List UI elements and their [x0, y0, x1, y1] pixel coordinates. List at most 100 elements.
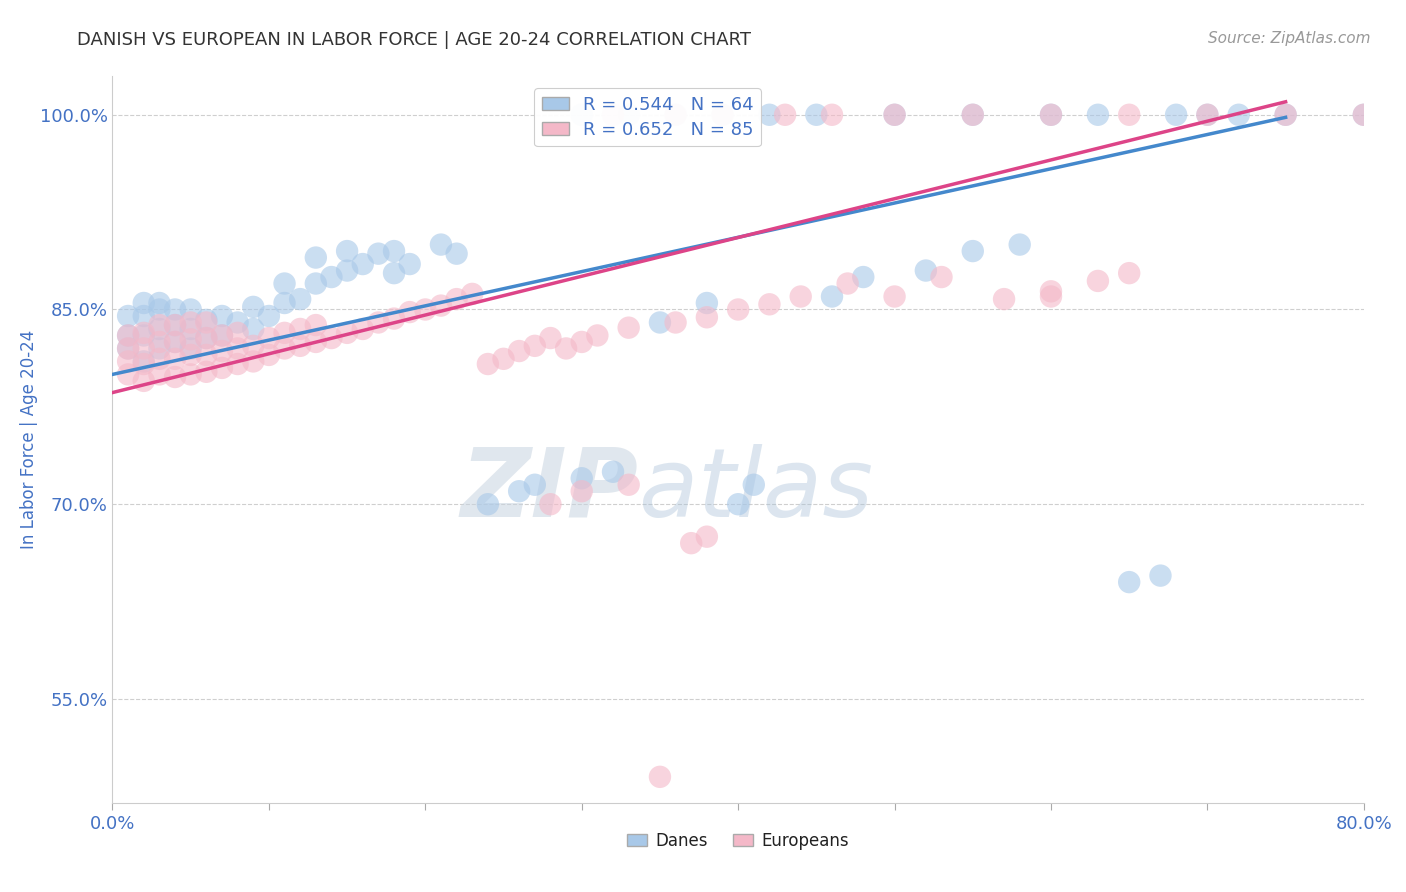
Point: [305, 318, 328, 332]
Point: [883, 108, 905, 122]
Point: [1039, 108, 1063, 122]
Point: [931, 270, 953, 285]
Point: [446, 246, 468, 260]
Point: [242, 322, 264, 336]
Point: [132, 374, 155, 388]
Point: [696, 310, 718, 325]
Point: [242, 354, 264, 368]
Point: [180, 348, 202, 362]
Point: [962, 108, 984, 122]
Point: [1118, 266, 1140, 280]
Point: [117, 328, 139, 343]
Point: [273, 296, 295, 310]
Point: [163, 318, 186, 332]
Point: [163, 302, 186, 317]
Legend: Danes, Europeans: Danes, Europeans: [620, 825, 856, 856]
Point: [367, 316, 389, 330]
Point: [711, 108, 734, 122]
Point: [617, 108, 640, 122]
Point: [211, 344, 233, 359]
Point: [117, 342, 139, 356]
Point: [664, 108, 686, 122]
Point: [758, 108, 780, 122]
Point: [586, 328, 609, 343]
Point: [1008, 237, 1031, 252]
Point: [727, 497, 749, 511]
Point: [117, 354, 139, 368]
Point: [352, 257, 374, 271]
Point: [821, 289, 844, 303]
Point: [211, 360, 233, 375]
Point: [1166, 108, 1188, 122]
Point: [242, 339, 264, 353]
Point: [1039, 285, 1063, 299]
Point: [1353, 108, 1375, 122]
Point: [132, 354, 155, 368]
Point: [132, 342, 155, 356]
Point: [1087, 108, 1109, 122]
Point: [664, 108, 686, 122]
Point: [648, 316, 671, 330]
Point: [571, 334, 593, 349]
Point: [681, 536, 703, 550]
Point: [773, 108, 796, 122]
Point: [727, 302, 749, 317]
Text: DANISH VS EUROPEAN IN LABOR FORCE | AGE 20-24 CORRELATION CHART: DANISH VS EUROPEAN IN LABOR FORCE | AGE …: [77, 31, 751, 49]
Point: [790, 289, 813, 303]
Point: [195, 331, 218, 345]
Point: [273, 326, 295, 340]
Point: [664, 316, 686, 330]
Point: [837, 277, 859, 291]
Point: [696, 530, 718, 544]
Point: [148, 342, 170, 356]
Point: [430, 299, 453, 313]
Point: [211, 328, 233, 343]
Point: [290, 322, 312, 336]
Text: ZIP: ZIP: [460, 443, 638, 537]
Point: [132, 328, 155, 343]
Point: [226, 326, 249, 340]
Point: [148, 318, 170, 332]
Point: [382, 311, 405, 326]
Point: [336, 244, 359, 258]
Text: atlas: atlas: [638, 443, 873, 537]
Point: [163, 351, 186, 366]
Point: [180, 342, 202, 356]
Point: [398, 305, 420, 319]
Point: [883, 289, 905, 303]
Point: [163, 334, 186, 349]
Point: [242, 300, 264, 314]
Point: [257, 309, 280, 323]
Point: [305, 277, 328, 291]
Point: [211, 328, 233, 343]
Point: [1197, 108, 1219, 122]
Point: [1274, 108, 1296, 122]
Point: [305, 334, 328, 349]
Point: [148, 334, 170, 349]
Point: [1039, 289, 1063, 303]
Point: [195, 331, 218, 345]
Y-axis label: In Labor Force | Age 20-24: In Labor Force | Age 20-24: [20, 330, 38, 549]
Point: [696, 296, 718, 310]
Point: [617, 320, 640, 334]
Point: [163, 370, 186, 384]
Point: [446, 292, 468, 306]
Point: [477, 357, 499, 371]
Point: [962, 108, 984, 122]
Point: [382, 244, 405, 258]
Point: [305, 251, 328, 265]
Point: [1149, 568, 1171, 582]
Point: [571, 108, 593, 122]
Point: [117, 342, 139, 356]
Point: [477, 497, 499, 511]
Point: [398, 257, 420, 271]
Point: [1353, 108, 1375, 122]
Point: [257, 331, 280, 345]
Point: [852, 270, 875, 285]
Point: [226, 342, 249, 356]
Text: Source: ZipAtlas.com: Source: ZipAtlas.com: [1208, 31, 1371, 46]
Point: [226, 316, 249, 330]
Point: [821, 108, 844, 122]
Point: [290, 292, 312, 306]
Point: [117, 368, 139, 382]
